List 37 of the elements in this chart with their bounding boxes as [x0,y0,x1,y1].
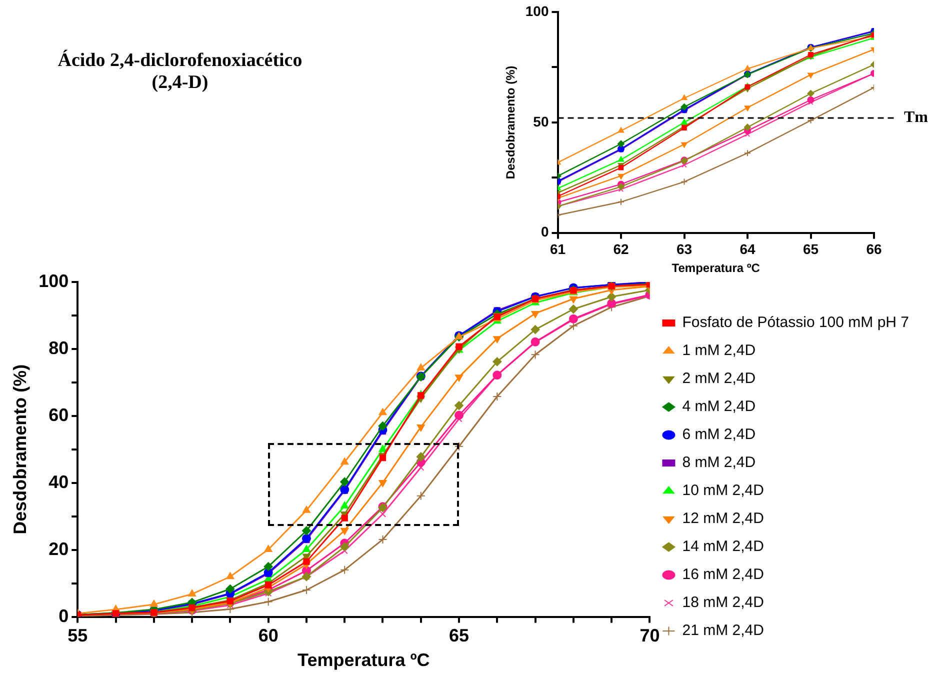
y-tick-label: 20 [48,538,69,559]
legend-label: 6 mM 2,4D [682,426,756,444]
x-tick-label: 70 [640,626,660,646]
legend-label: 16 mM 2,4D [682,566,764,584]
ref-line-label: Tm [904,109,929,126]
y-tick-label: 80 [48,338,69,358]
legend-label: 18 mM 2,4D [682,594,764,612]
x-tick-label: 63 [676,241,692,258]
y-tick-label: 40 [48,472,69,492]
y-axis-title: Desdobramento (%) [504,66,518,180]
y-tick-label: 0 [58,606,69,626]
y-tick-label: 100 [525,2,549,19]
x-axis-title: Temperatura ºC [672,261,760,276]
legend-label: Fosfato de Pótassio 100 mM pH 7 [682,314,909,332]
legend-label: 10 mM 2,4D [682,482,764,500]
y-tick-label: 50 [533,113,549,130]
y-tick-label: 60 [48,404,69,425]
y-tick-label: 0 [540,224,549,240]
legend-label: 4 mM 2,4D [682,398,756,416]
x-tick-label: 65 [449,626,470,646]
y-axis-title: Desdobramento (%) [10,364,30,534]
legend-label: 8 mM 2,4D [682,454,756,472]
x-tick-label: 66 [866,241,882,258]
x-tick-label: 60 [258,626,278,646]
x-tick-label: 55 [68,626,88,646]
x-tick-label: 61 [550,241,566,258]
legend-label: 21 mM 2,4D [682,622,764,640]
x-tick-label: 64 [740,241,756,258]
chart-title: Ácido 2,4-diclorofenoxiacético (2,4-D) [56,50,304,94]
legend-label: 2 mM 2,4D [682,370,756,388]
x-tick-label: 65 [802,241,819,258]
legend-label: 1 mM 2,4D [682,342,756,360]
x-tick-label: 62 [613,241,630,258]
y-tick-label: 100 [38,270,69,291]
x-axis-title: Temperatura ºC [298,650,430,670]
legend-label: 12 mM 2,4D [682,510,764,528]
legend-label: 14 mM 2,4D [682,538,764,556]
